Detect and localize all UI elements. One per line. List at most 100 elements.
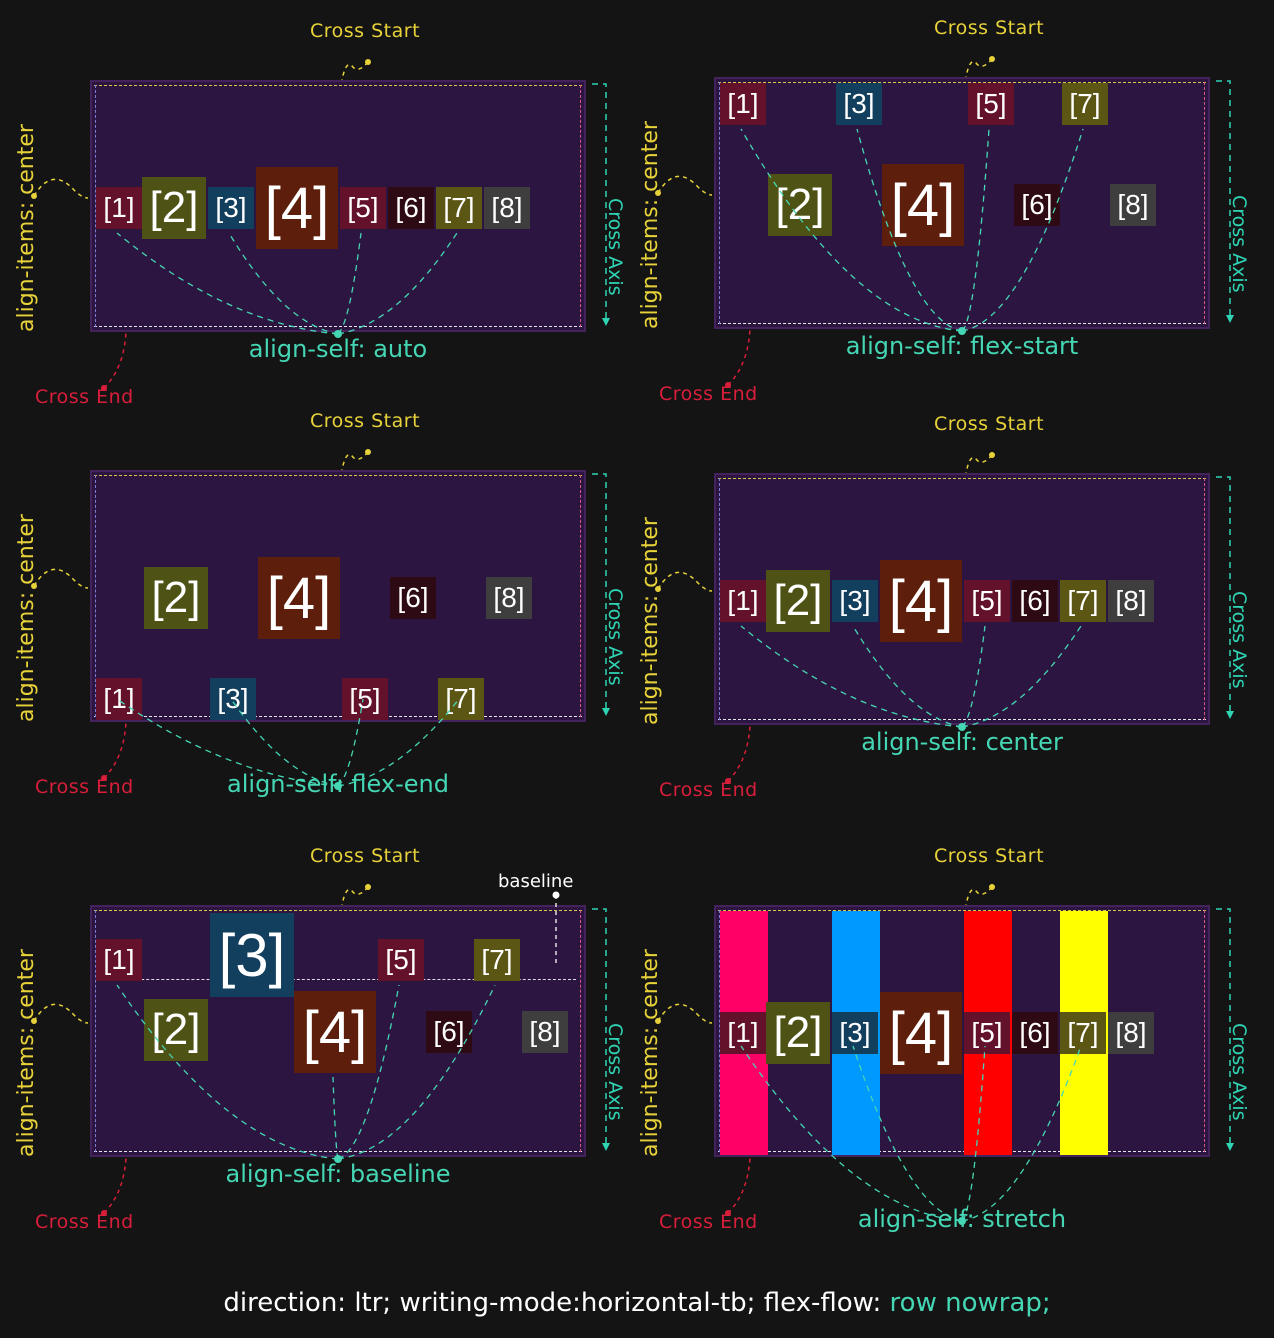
flex-item-2: [2] <box>766 570 830 632</box>
container-edge <box>94 910 582 911</box>
cross-axis-label: Cross Axis <box>1228 591 1250 689</box>
align-self-label: align-self: flex-end <box>227 770 449 798</box>
align-self-label: align-self: center <box>861 728 1063 756</box>
align-self-label: align-self: auto <box>248 335 428 363</box>
container-edge <box>718 478 1206 479</box>
flex-item-2: [2] <box>142 177 206 239</box>
cross-axis-label: Cross Axis <box>1228 1023 1250 1121</box>
flex-item-2: [2] <box>768 174 832 236</box>
flex-item-1: [1] <box>720 1012 766 1054</box>
cross-end-arrow <box>727 724 751 782</box>
flex-item-3: [3] <box>832 1012 878 1054</box>
flex-container: [1] [2] [3] [4] [5] [6] [7] [8] <box>714 905 1210 1157</box>
flex-item-6: [6] <box>1014 184 1060 226</box>
align-items-label: align-items: center <box>638 121 663 329</box>
flex-item-1: [1] <box>96 939 142 981</box>
footer-caption: direction: ltr; writing-mode:horizontal-… <box>0 1288 1274 1318</box>
cross-start-arrow <box>341 886 369 906</box>
cross-end-label: Cross End <box>35 386 134 408</box>
flex-item-8: [8] <box>486 577 532 619</box>
align-items-arrow <box>33 178 89 199</box>
flex-item-8: [8] <box>522 1011 568 1053</box>
cross-end-arrow <box>727 328 751 386</box>
align-self-label: align-self: flex-start <box>845 332 1079 360</box>
container-edge <box>719 478 720 720</box>
container-edge <box>1204 82 1205 324</box>
container-edge <box>1204 910 1205 1152</box>
cross-start-label: Cross Start <box>934 17 1045 39</box>
align-items-arrow <box>657 175 713 196</box>
align-items-arrow <box>33 1003 89 1024</box>
flex-item-7: [7] <box>438 678 484 720</box>
cross-axis-arrowhead <box>602 708 610 716</box>
flex-item-7: [7] <box>1060 1012 1106 1054</box>
container-edge <box>718 910 1206 911</box>
flex-item-6: [6] <box>388 187 434 229</box>
flex-container: [1] [2] [3] [4] [5] [6] [7] [8] <box>90 470 586 722</box>
flex-item-2: [2] <box>144 999 208 1061</box>
cross-end-label: Cross End <box>35 776 134 798</box>
cross-start-dot <box>989 56 995 62</box>
flex-item-6: [6] <box>390 577 436 619</box>
cross-end-label: Cross End <box>659 383 758 405</box>
flex-item-6: [6] <box>1012 580 1058 622</box>
cross-end-arrow <box>727 1156 751 1214</box>
flex-item-7: [7] <box>1062 83 1108 125</box>
cross-axis-arrowhead <box>1226 1143 1234 1151</box>
cross-axis-arrowhead <box>1226 315 1234 323</box>
flex-item-4: [4] <box>258 557 340 639</box>
container-edge <box>94 1151 582 1152</box>
flex-item-5: [5] <box>964 1012 1010 1054</box>
cross-axis-arrowhead <box>602 318 610 326</box>
flex-item-7: [7] <box>1060 580 1106 622</box>
flex-container: [1] [2] [3] [4] [5] [6] [7] [8] <box>90 905 586 1157</box>
cross-end-label: Cross End <box>35 1211 134 1233</box>
flex-container: [1] [2] [3] [4] [5] [6] [7] [8] <box>714 77 1210 329</box>
cross-start-label: Cross Start <box>934 413 1045 435</box>
flex-item-5: [5] <box>342 678 388 720</box>
flex-container: [1] [2] [3] [4] [5] [6] [7] [8] <box>714 473 1210 725</box>
cross-start-label: Cross Start <box>310 20 421 42</box>
flex-item-5: [5] <box>968 83 1014 125</box>
flex-item-1: [1] <box>96 187 142 229</box>
cross-start-dot <box>989 452 995 458</box>
flex-item-5: [5] <box>340 187 386 229</box>
container-edge <box>718 82 1206 83</box>
flex-item-4: [4] <box>256 167 338 249</box>
container-edge <box>580 910 581 1152</box>
flex-item-1: [1] <box>96 678 142 720</box>
cross-start-arrow <box>965 886 993 906</box>
container-edge <box>719 82 720 324</box>
cross-start-label: Cross Start <box>310 845 421 867</box>
align-self-label: align-self: stretch <box>857 1205 1067 1233</box>
flex-item-5: [5] <box>964 580 1010 622</box>
cross-end-arrow <box>103 1156 127 1214</box>
flex-item-5: [5] <box>378 939 424 981</box>
flex-item-7: [7] <box>474 939 520 981</box>
flex-item-8: [8] <box>1108 580 1154 622</box>
container-edge <box>580 85 581 327</box>
align-items-label: align-items: center <box>638 949 663 1157</box>
cross-start-dot <box>365 449 371 455</box>
cross-end-arrow <box>103 331 127 389</box>
align-items-arrow <box>657 1003 713 1024</box>
flex-item-8: [8] <box>484 187 530 229</box>
flex-item-4: [4] <box>880 560 962 642</box>
flex-item-7: [7] <box>436 187 482 229</box>
cross-axis-label: Cross Axis <box>604 1023 626 1121</box>
align-items-arrow <box>33 568 89 589</box>
container-edge <box>718 719 1206 720</box>
flex-item-3: [3] <box>832 580 878 622</box>
container-edge <box>95 85 96 327</box>
flex-item-6: [6] <box>1012 1012 1058 1054</box>
flex-item-8: [8] <box>1108 1012 1154 1054</box>
baseline-dot <box>552 891 560 899</box>
cross-start-arrow <box>965 58 993 78</box>
container-edge <box>94 85 582 86</box>
cross-start-dot <box>365 59 371 65</box>
flex-item-4: [4] <box>882 164 964 246</box>
align-self-label: align-self: baseline <box>225 1160 451 1188</box>
cross-axis-arrowhead <box>1226 711 1234 719</box>
cross-start-dot <box>989 884 995 890</box>
flex-item-4: [4] <box>880 992 962 1074</box>
